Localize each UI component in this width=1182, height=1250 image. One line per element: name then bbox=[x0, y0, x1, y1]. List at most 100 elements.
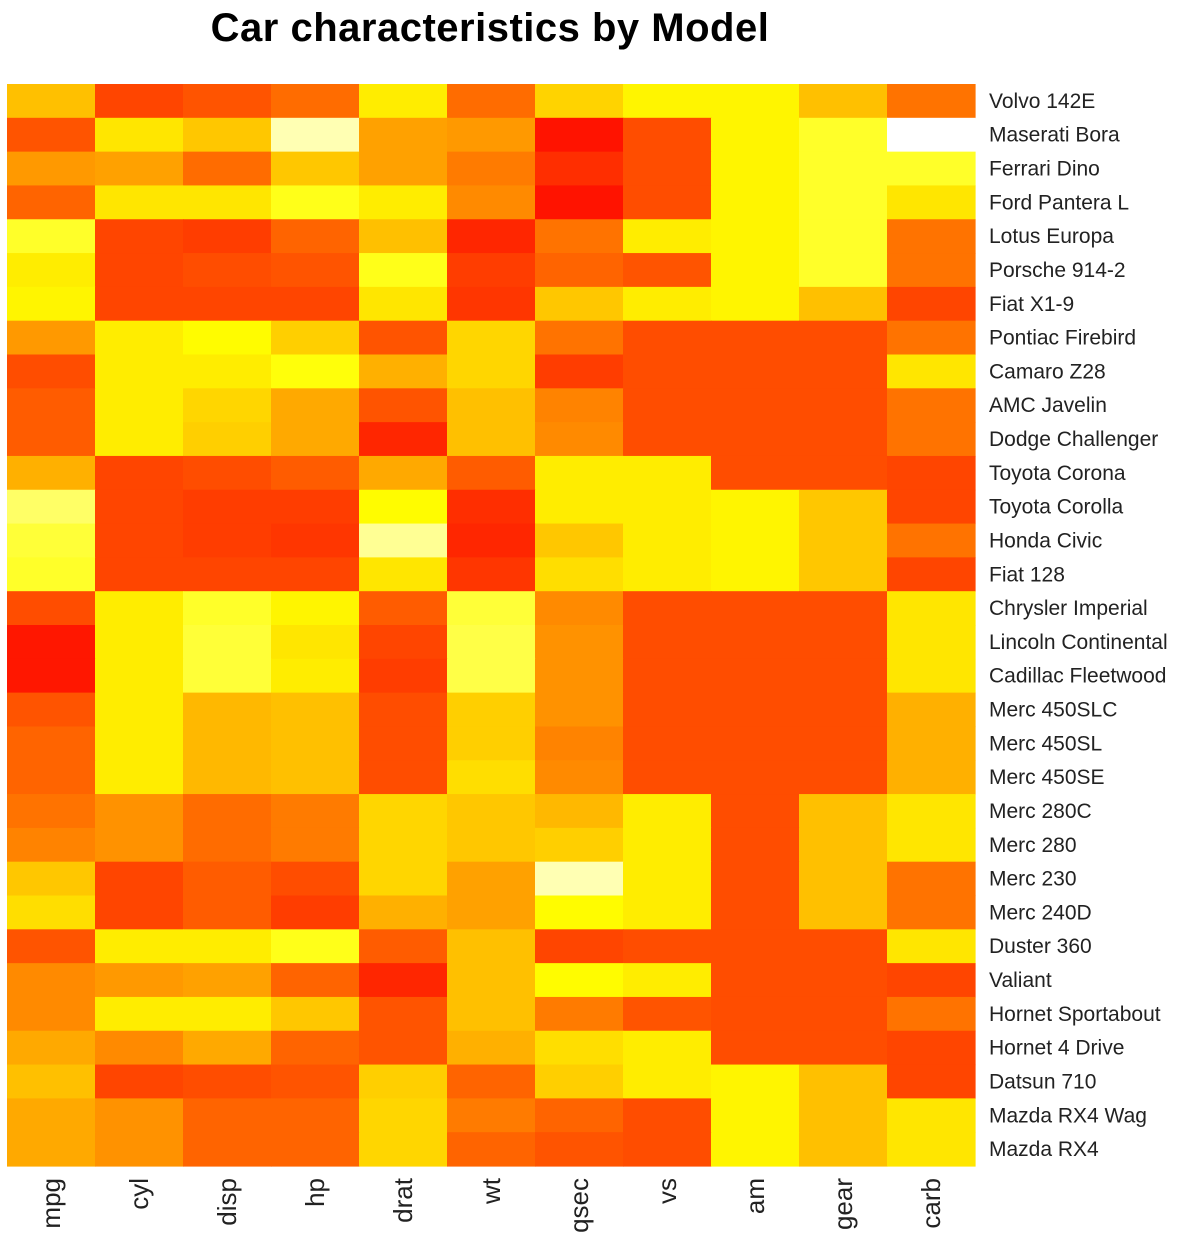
heatmap-cell-camaro-z28-vs bbox=[623, 354, 712, 389]
row-label-volvo-142e: Volvo 142E bbox=[989, 90, 1095, 113]
heatmap-cell-merc-450se-cyl bbox=[95, 760, 184, 795]
heatmap-cell-volvo-142e-cyl bbox=[95, 84, 184, 119]
heatmap-cell-lotus-europa-qsec bbox=[535, 219, 624, 254]
heatmap-cell-duster-360-hp bbox=[271, 929, 360, 964]
heatmap-cell-merc-450se-qsec bbox=[535, 760, 624, 795]
heatmap-cell-merc-240d-wt bbox=[447, 895, 536, 930]
heatmap-cell-ford-pantera-l-drat bbox=[359, 185, 448, 220]
heatmap-cell-mazda-rx4-vs bbox=[623, 1132, 712, 1167]
heatmap-cell-ford-pantera-l-qsec bbox=[535, 185, 624, 220]
heatmap-cell-hornet-4-drive-am bbox=[711, 1030, 800, 1066]
heatmap-cell-honda-civic-drat bbox=[359, 523, 448, 558]
heatmap-cell-merc-280c-drat bbox=[359, 794, 448, 829]
heatmap-cell-amc-javelin-mpg bbox=[7, 388, 96, 423]
heatmap-cell-fiat-128-qsec bbox=[535, 557, 624, 592]
heatmap-cell-camaro-z28-qsec bbox=[535, 354, 624, 389]
heatmap-cell-ferrari-dino-hp bbox=[271, 151, 360, 187]
heatmap-cell-fiat-x1-9-carb bbox=[887, 286, 976, 322]
row-label-merc-280c: Merc 280C bbox=[989, 800, 1092, 823]
heatmap-cell-fiat-128-drat bbox=[359, 557, 448, 592]
heatmap-cell-ferrari-dino-vs bbox=[623, 151, 712, 187]
heatmap-cell-chrysler-imperial-mpg bbox=[7, 591, 96, 626]
row-label-toyota-corolla: Toyota Corolla bbox=[989, 496, 1124, 519]
heatmap-cell-datsun-710-cyl bbox=[95, 1064, 184, 1099]
heatmap-cell-pontiac-firebird-qsec bbox=[535, 320, 624, 356]
heatmap-cell-mazda-rx4-wag-cyl bbox=[95, 1098, 184, 1133]
heatmap-cell-valiant-am bbox=[711, 963, 800, 998]
heatmap-cell-ford-pantera-l-gear bbox=[799, 185, 888, 220]
heatmap-cell-merc-450sl-wt bbox=[447, 726, 536, 761]
heatmap-cell-datsun-710-wt bbox=[447, 1064, 536, 1099]
row-label-merc-450slc: Merc 450SLC bbox=[989, 699, 1117, 722]
heatmap-cell-cadillac-fleetwood-hp bbox=[271, 658, 360, 694]
heatmap-cell-pontiac-firebird-am bbox=[711, 320, 800, 356]
heatmap-cell-datsun-710-vs bbox=[623, 1064, 712, 1099]
heatmap-cell-porsche-914-2-qsec bbox=[535, 253, 624, 288]
heatmap-cell-volvo-142e-gear bbox=[799, 84, 888, 119]
heatmap-cell-volvo-142e-am bbox=[711, 84, 800, 119]
row-label-honda-civic: Honda Civic bbox=[989, 529, 1102, 552]
column-label-qsec: qsec bbox=[564, 1178, 594, 1233]
heatmap-cell-amc-javelin-hp bbox=[271, 388, 360, 423]
heatmap-cell-honda-civic-vs bbox=[623, 523, 712, 558]
heatmap-cell-cadillac-fleetwood-mpg bbox=[7, 658, 96, 694]
heatmap-cell-amc-javelin-gear bbox=[799, 388, 888, 423]
heatmap-cell-porsche-914-2-vs bbox=[623, 253, 712, 288]
heatmap-cell-hornet-4-drive-cyl bbox=[95, 1030, 184, 1066]
heatmap-cell-volvo-142e-mpg bbox=[7, 84, 96, 119]
heatmap-cell-honda-civic-disp bbox=[183, 523, 272, 558]
heatmap-cell-toyota-corolla-wt bbox=[447, 489, 536, 525]
row-label-amc-javelin: AMC Javelin bbox=[989, 394, 1107, 417]
heatmap-cell-merc-280c-cyl bbox=[95, 794, 184, 829]
heatmap-cell-merc-230-drat bbox=[359, 861, 448, 897]
heatmap-cell-amc-javelin-wt bbox=[447, 388, 536, 423]
heatmap-cell-chrysler-imperial-hp bbox=[271, 591, 360, 626]
heatmap-cell-fiat-x1-9-mpg bbox=[7, 286, 96, 322]
row-label-mazda-rx4-wag: Mazda RX4 Wag bbox=[989, 1104, 1147, 1127]
heatmap-cell-fiat-128-wt bbox=[447, 557, 536, 592]
column-label-wt: wt bbox=[476, 1177, 506, 1205]
heatmap-cell-porsche-914-2-wt bbox=[447, 253, 536, 288]
heatmap-cell-dodge-challenger-disp bbox=[183, 422, 272, 457]
heatmap-cell-merc-280c-disp bbox=[183, 794, 272, 829]
column-label-am: am bbox=[740, 1178, 770, 1214]
heatmap-cell-camaro-z28-hp bbox=[271, 354, 360, 389]
heatmap-cell-merc-240d-hp bbox=[271, 895, 360, 930]
heatmap-cell-mazda-rx4-wag-mpg bbox=[7, 1098, 96, 1133]
heatmap-cell-ford-pantera-l-carb bbox=[887, 185, 976, 220]
heatmap-cell-lincoln-continental-qsec bbox=[535, 625, 624, 660]
heatmap-cell-toyota-corona-mpg bbox=[7, 455, 96, 491]
heatmap-cell-camaro-z28-am bbox=[711, 354, 800, 389]
heatmap-cell-merc-230-cyl bbox=[95, 861, 184, 897]
heatmap-cell-merc-280-cyl bbox=[95, 827, 184, 863]
heatmap-cell-pontiac-firebird-mpg bbox=[7, 320, 96, 356]
column-label-drat: drat bbox=[388, 1177, 418, 1223]
row-label-datsun-710: Datsun 710 bbox=[989, 1070, 1096, 1093]
heatmap-cell-cadillac-fleetwood-cyl bbox=[95, 658, 184, 694]
heatmap-cell-merc-450slc-am bbox=[711, 692, 800, 728]
heatmap-cell-chrysler-imperial-wt bbox=[447, 591, 536, 626]
heatmap-cell-fiat-128-am bbox=[711, 557, 800, 592]
heatmap-cell-duster-360-qsec bbox=[535, 929, 624, 964]
row-label-pontiac-firebird: Pontiac Firebird bbox=[989, 327, 1136, 350]
heatmap-cell-pontiac-firebird-hp bbox=[271, 320, 360, 356]
heatmap-cell-porsche-914-2-am bbox=[711, 253, 800, 288]
heatmap-cell-maserati-bora-mpg bbox=[7, 117, 96, 153]
heatmap-cell-merc-230-wt bbox=[447, 861, 536, 897]
row-label-lincoln-continental: Lincoln Continental bbox=[989, 631, 1168, 654]
row-label-ford-pantera-l: Ford Pantera L bbox=[989, 191, 1129, 214]
heatmap-cell-merc-230-mpg bbox=[7, 861, 96, 897]
heatmap-cell-hornet-sportabout-carb bbox=[887, 996, 976, 1032]
heatmap-cell-pontiac-firebird-drat bbox=[359, 320, 448, 356]
heatmap-cell-amc-javelin-am bbox=[711, 388, 800, 423]
heatmap-cell-duster-360-cyl bbox=[95, 929, 184, 964]
heatmap-cell-lincoln-continental-vs bbox=[623, 625, 712, 660]
heatmap-cell-volvo-142e-wt bbox=[447, 84, 536, 119]
heatmap-cell-dodge-challenger-drat bbox=[359, 422, 448, 457]
heatmap-cell-ford-pantera-l-wt bbox=[447, 185, 536, 220]
heatmap-cell-honda-civic-gear bbox=[799, 523, 888, 558]
heatmap-cell-maserati-bora-hp bbox=[271, 117, 360, 153]
heatmap-cell-datsun-710-disp bbox=[183, 1064, 272, 1099]
heatmap-cell-merc-280-vs bbox=[623, 827, 712, 863]
heatmap-cell-maserati-bora-carb bbox=[887, 117, 976, 153]
